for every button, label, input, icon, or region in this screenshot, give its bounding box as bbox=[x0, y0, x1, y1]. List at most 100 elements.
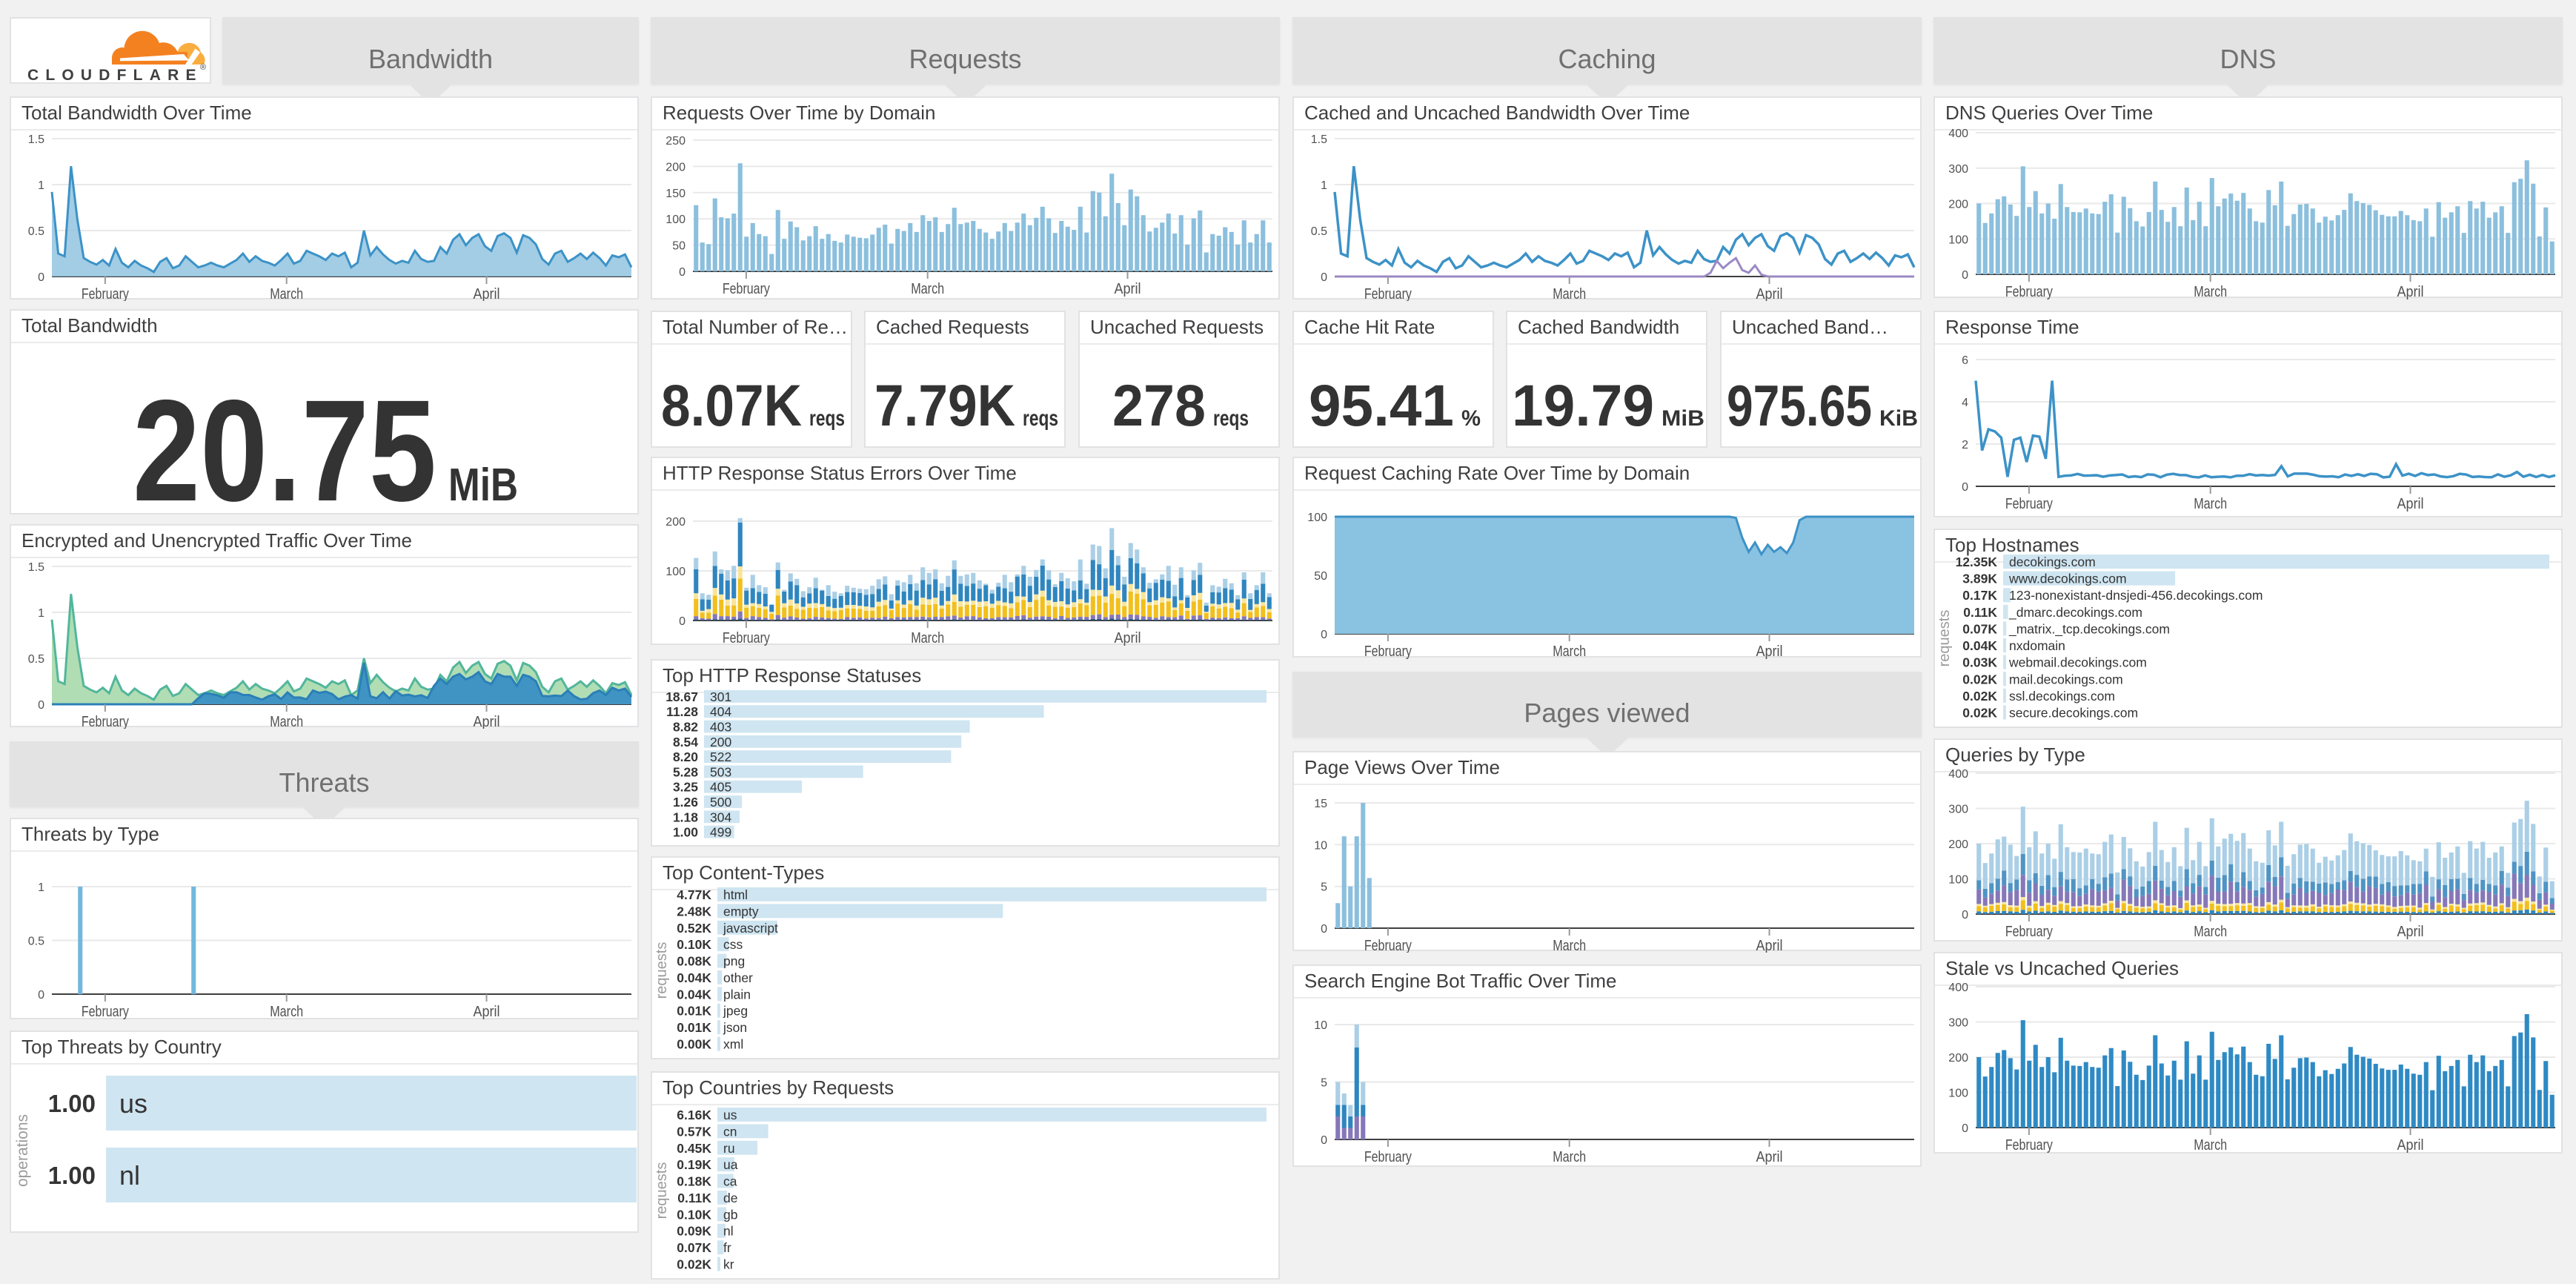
svg-text:%: % bbox=[1461, 406, 1481, 431]
svg-text:0.04K: 0.04K bbox=[677, 987, 711, 1002]
svg-text:March: March bbox=[270, 1004, 303, 1020]
svg-text:mail.decokings.com: mail.decokings.com bbox=[2009, 672, 2123, 686]
svg-text:April: April bbox=[1115, 281, 1141, 297]
svg-text:February: February bbox=[82, 286, 129, 301]
svg-text:6.16K: 6.16K bbox=[677, 1108, 711, 1122]
svg-text:499: 499 bbox=[710, 825, 731, 840]
svg-text:100: 100 bbox=[1307, 512, 1327, 524]
svg-text:0: 0 bbox=[1321, 271, 1327, 284]
svg-text:March: March bbox=[1553, 938, 1586, 953]
svg-text:secure.decokings.com: secure.decokings.com bbox=[2009, 706, 2138, 721]
svg-text:1.00: 1.00 bbox=[48, 1162, 96, 1189]
svg-text:0.52K: 0.52K bbox=[677, 921, 711, 936]
svg-text:975.65: 975.65 bbox=[1727, 373, 1872, 438]
svg-text:0.5: 0.5 bbox=[28, 653, 44, 666]
svg-text:3.89K: 3.89K bbox=[1962, 572, 1997, 586]
svg-text:February: February bbox=[1364, 938, 1412, 953]
svg-text:0: 0 bbox=[1962, 481, 1968, 494]
svg-text:0: 0 bbox=[1321, 1134, 1327, 1147]
svg-text:April: April bbox=[1756, 1149, 1783, 1165]
svg-text:11.28: 11.28 bbox=[666, 704, 698, 719]
svg-text:ru: ru bbox=[723, 1141, 735, 1156]
svg-text:February: February bbox=[723, 281, 770, 297]
svg-text:html: html bbox=[723, 887, 748, 902]
svg-text:_dmarc.decokings.com: _dmarc.decokings.com bbox=[2008, 605, 2142, 621]
svg-text:us: us bbox=[119, 1088, 147, 1119]
svg-text:301: 301 bbox=[710, 689, 731, 704]
svg-text:8.20: 8.20 bbox=[673, 749, 698, 764]
svg-text:0: 0 bbox=[679, 266, 686, 279]
svg-text:0: 0 bbox=[1962, 909, 1968, 921]
svg-text:300: 300 bbox=[1948, 1017, 1968, 1030]
svg-text:jpeg: jpeg bbox=[723, 1004, 748, 1019]
svg-text:5: 5 bbox=[1321, 881, 1327, 894]
svg-text:gb: gb bbox=[723, 1207, 737, 1222]
svg-text:css: css bbox=[723, 937, 743, 952]
svg-text:March: March bbox=[911, 281, 944, 297]
svg-text:webmail.decokings.com: webmail.decokings.com bbox=[2008, 655, 2147, 670]
svg-text:April: April bbox=[474, 1004, 500, 1020]
svg-text:0: 0 bbox=[38, 989, 44, 1002]
svg-text:March: March bbox=[1553, 643, 1586, 659]
svg-text:February: February bbox=[2005, 1137, 2053, 1154]
svg-text:CLOUDFLARE: CLOUDFLARE bbox=[27, 67, 203, 84]
svg-text:100: 100 bbox=[1948, 874, 1968, 887]
svg-text:0.19K: 0.19K bbox=[677, 1157, 711, 1172]
svg-text:8.07K: 8.07K bbox=[661, 372, 802, 438]
svg-text:reqs: reqs bbox=[1213, 406, 1249, 431]
svg-text:April: April bbox=[2397, 924, 2424, 940]
svg-text:0.5: 0.5 bbox=[28, 225, 44, 238]
svg-text:0.04K: 0.04K bbox=[1962, 638, 1997, 653]
svg-text:February: February bbox=[1364, 286, 1412, 301]
svg-text:February: February bbox=[2005, 496, 2053, 512]
svg-text:0: 0 bbox=[1321, 923, 1327, 936]
svg-text:1: 1 bbox=[38, 607, 44, 620]
svg-text:20.75: 20.75 bbox=[133, 370, 436, 516]
svg-text:400: 400 bbox=[1948, 768, 1968, 781]
svg-text:300: 300 bbox=[1948, 804, 1968, 816]
svg-text:April: April bbox=[1756, 938, 1783, 953]
svg-text:8.82: 8.82 bbox=[673, 720, 698, 735]
svg-text:requests: requests bbox=[654, 1162, 670, 1220]
svg-text:0.04K: 0.04K bbox=[677, 970, 711, 985]
svg-text:1.00: 1.00 bbox=[48, 1090, 96, 1117]
svg-text:March: March bbox=[2194, 924, 2227, 940]
svg-text:March: March bbox=[2194, 284, 2227, 300]
svg-text:0: 0 bbox=[1321, 629, 1327, 641]
svg-text:ua: ua bbox=[723, 1157, 738, 1172]
svg-text:reqs: reqs bbox=[809, 406, 845, 431]
svg-text:April: April bbox=[474, 286, 500, 301]
svg-text:kr: kr bbox=[723, 1257, 734, 1272]
svg-text:4.77K: 4.77K bbox=[677, 887, 711, 902]
svg-text:0.09K: 0.09K bbox=[677, 1224, 711, 1239]
svg-text:April: April bbox=[2397, 284, 2424, 300]
svg-text:15: 15 bbox=[1314, 798, 1327, 810]
svg-text:405: 405 bbox=[710, 780, 731, 795]
svg-text:200: 200 bbox=[710, 735, 731, 749]
svg-text:5: 5 bbox=[1321, 1077, 1327, 1090]
svg-text:1.00: 1.00 bbox=[673, 825, 698, 840]
svg-text:empty: empty bbox=[723, 904, 759, 919]
svg-text:0.02K: 0.02K bbox=[1962, 689, 1997, 704]
svg-text:®: ® bbox=[200, 63, 206, 72]
svg-text:March: March bbox=[2194, 1137, 2227, 1154]
svg-text:0.11K: 0.11K bbox=[677, 1191, 711, 1205]
svg-text:ssl.decokings.com: ssl.decokings.com bbox=[2009, 689, 2115, 704]
svg-text:0.02K: 0.02K bbox=[1962, 672, 1997, 686]
svg-text:200: 200 bbox=[665, 161, 686, 173]
svg-text:10: 10 bbox=[1314, 1019, 1327, 1032]
svg-text:18.67: 18.67 bbox=[665, 689, 698, 704]
svg-text:fr: fr bbox=[723, 1240, 731, 1255]
svg-text:12.35K: 12.35K bbox=[1956, 555, 1998, 569]
svg-text:500: 500 bbox=[710, 795, 731, 810]
svg-text:503: 503 bbox=[710, 764, 731, 779]
svg-text:0: 0 bbox=[679, 615, 686, 628]
svg-text:0.45K: 0.45K bbox=[677, 1141, 711, 1156]
svg-text:278: 278 bbox=[1112, 372, 1206, 438]
svg-text:400: 400 bbox=[1948, 128, 1968, 140]
svg-text:200: 200 bbox=[1948, 199, 1968, 211]
svg-text:February: February bbox=[723, 630, 770, 646]
svg-text:April: April bbox=[2397, 496, 2424, 512]
svg-text:operations: operations bbox=[14, 1114, 31, 1187]
svg-text:json: json bbox=[723, 1020, 747, 1035]
